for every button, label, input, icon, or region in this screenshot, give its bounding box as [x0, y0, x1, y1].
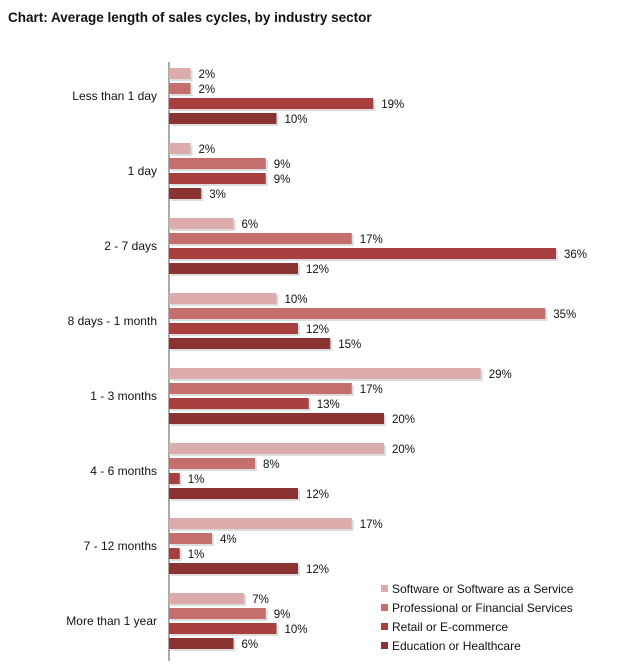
bar — [169, 458, 255, 469]
data-label: 19% — [381, 99, 404, 111]
category-label: 4 - 6 months — [90, 464, 157, 478]
bar — [169, 293, 277, 304]
bar — [169, 398, 309, 409]
category-label: More than 1 year — [66, 614, 157, 628]
bar — [169, 113, 277, 124]
bar — [169, 233, 352, 244]
data-label: 2% — [199, 84, 216, 96]
category-label: 7 - 12 months — [84, 539, 157, 553]
bar — [169, 158, 266, 169]
bar — [169, 323, 298, 334]
category-label: 1 day — [128, 164, 157, 178]
legend-swatch — [381, 623, 388, 630]
bar — [169, 143, 191, 154]
bar — [169, 473, 180, 484]
data-label: 12% — [306, 489, 329, 501]
data-label: 10% — [285, 294, 308, 306]
data-label: 20% — [392, 444, 415, 456]
data-label: 12% — [306, 564, 329, 576]
bar — [169, 83, 191, 94]
data-label: 7% — [252, 594, 269, 606]
data-label: 6% — [242, 219, 259, 231]
category-label: 8 days - 1 month — [68, 314, 157, 328]
legend-label: Professional or Financial Services — [392, 601, 573, 615]
data-label: 3% — [209, 189, 226, 201]
bar — [169, 488, 298, 499]
data-label: 13% — [317, 399, 340, 411]
data-label: 35% — [553, 309, 576, 321]
data-label: 17% — [360, 384, 383, 396]
bar — [169, 218, 234, 229]
data-label: 6% — [242, 639, 259, 651]
data-label: 1% — [188, 474, 205, 486]
data-label: 10% — [285, 624, 308, 636]
bar — [169, 188, 202, 199]
category-label: 1 - 3 months — [90, 389, 157, 403]
data-label: 12% — [306, 264, 329, 276]
bar — [169, 338, 331, 349]
legend-label: Retail or E-commerce — [392, 620, 508, 634]
category-label: 2 - 7 days — [104, 239, 157, 253]
data-label: 10% — [285, 114, 308, 126]
data-label: 20% — [392, 414, 415, 426]
legend-swatch — [381, 642, 388, 649]
data-label: 2% — [199, 144, 216, 156]
legend-swatch — [381, 604, 388, 611]
data-label: 15% — [338, 339, 361, 351]
bar — [169, 593, 245, 604]
data-label: 9% — [274, 609, 291, 621]
data-label: 4% — [220, 534, 237, 546]
data-label: 36% — [564, 249, 587, 261]
data-label: 9% — [274, 174, 291, 186]
data-label: 1% — [188, 549, 205, 561]
bar — [169, 548, 180, 559]
data-label: 12% — [306, 324, 329, 336]
bar — [169, 563, 298, 574]
bar — [169, 413, 384, 424]
bar — [169, 98, 374, 109]
bar — [169, 533, 212, 544]
data-label: 2% — [199, 69, 216, 81]
bar — [169, 443, 384, 454]
data-label: 17% — [360, 519, 383, 531]
data-label: 17% — [360, 234, 383, 246]
bar — [169, 623, 277, 634]
bar — [169, 638, 234, 649]
category-label: Less than 1 day — [72, 89, 157, 103]
chart-title: Chart: Average length of sales cycles, b… — [8, 10, 372, 25]
bar — [169, 173, 266, 184]
data-label: 29% — [489, 369, 512, 381]
legend-swatch — [381, 585, 388, 592]
data-label: 8% — [263, 459, 280, 471]
bar — [169, 263, 298, 274]
bar — [169, 308, 546, 319]
data-label: 9% — [274, 159, 291, 171]
bar — [169, 368, 481, 379]
bar — [169, 383, 352, 394]
bar — [169, 248, 556, 259]
legend-label: Education or Healthcare — [392, 639, 521, 653]
bar — [169, 608, 266, 619]
bar — [169, 518, 352, 529]
bar — [169, 68, 191, 79]
legend-label: Software or Software as a Service — [392, 582, 574, 596]
